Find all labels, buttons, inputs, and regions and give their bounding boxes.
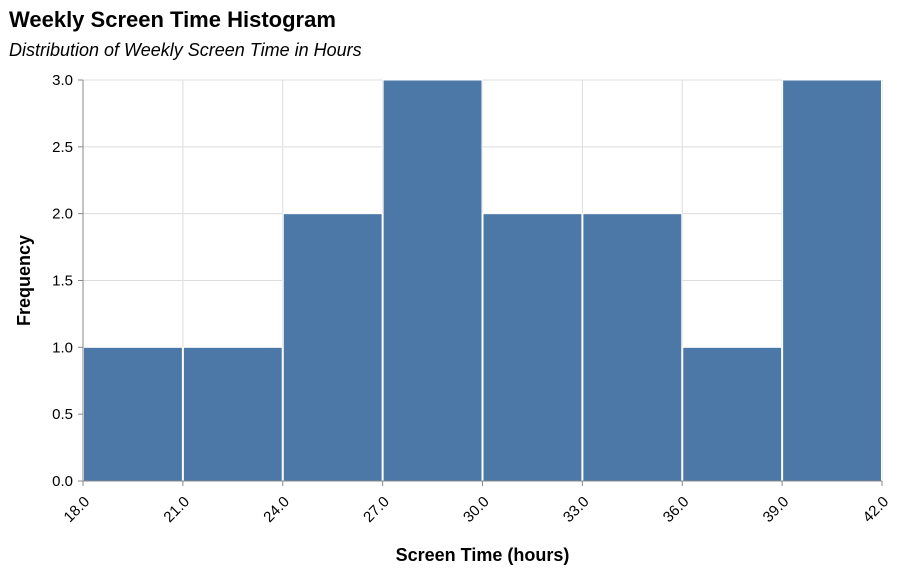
x-tick-label: 33.0 xyxy=(560,493,593,526)
y-tick-label: 0.5 xyxy=(52,406,73,423)
y-tick-label: 1.0 xyxy=(52,339,73,356)
x-tick-label: 24.0 xyxy=(260,493,293,526)
y-tick-label: 2.0 xyxy=(52,206,73,223)
histogram-bar xyxy=(382,79,483,482)
y-tick-label: 3.0 xyxy=(52,72,73,89)
axes xyxy=(78,79,883,486)
chart-subtitle: Distribution of Weekly Screen Time in Ho… xyxy=(9,40,362,60)
x-tick-label: 36.0 xyxy=(660,493,693,526)
x-tick-label: 18.0 xyxy=(61,493,94,526)
histogram-bar xyxy=(782,79,882,482)
y-tick-label: 0.0 xyxy=(52,473,73,490)
histogram-bar xyxy=(182,346,283,482)
x-tick-label: 27.0 xyxy=(360,493,393,526)
histogram-bar xyxy=(482,213,583,482)
y-axis-title: Frequency xyxy=(14,235,34,326)
histogram-bar xyxy=(582,213,683,482)
x-tick-label: 21.0 xyxy=(160,493,193,526)
x-axis-title: Screen Time (hours) xyxy=(396,545,570,565)
histogram-bar xyxy=(83,346,183,482)
y-tick-label: 1.5 xyxy=(52,273,73,290)
x-tick-label: 39.0 xyxy=(760,493,793,526)
bars xyxy=(83,79,882,482)
x-tick-label: 42.0 xyxy=(860,493,893,526)
histogram-bar xyxy=(682,346,783,482)
chart-title: Weekly Screen Time Histogram xyxy=(9,7,336,32)
histogram-bar xyxy=(282,213,383,482)
y-tick-label: 2.5 xyxy=(52,139,73,156)
x-tick-label: 30.0 xyxy=(460,493,493,526)
